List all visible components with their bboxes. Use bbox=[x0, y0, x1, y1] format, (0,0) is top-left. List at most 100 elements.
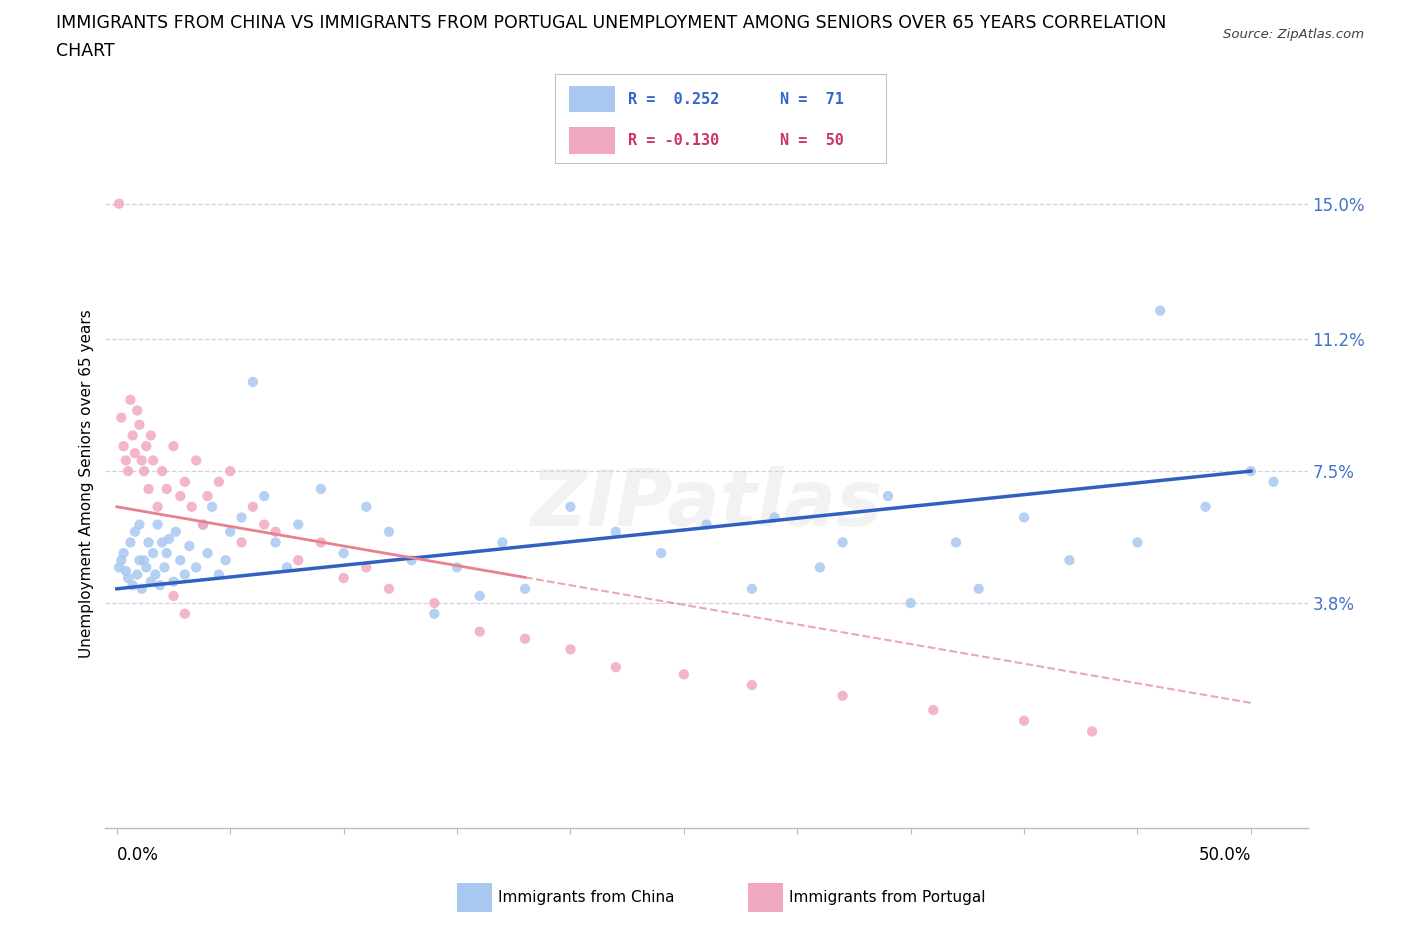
Point bbox=[124, 445, 146, 460]
Point bbox=[115, 564, 138, 578]
Point bbox=[242, 499, 264, 514]
Point bbox=[139, 574, 162, 589]
Point bbox=[127, 403, 149, 418]
Point bbox=[231, 535, 253, 550]
Text: R =  0.252: R = 0.252 bbox=[628, 92, 720, 107]
Point bbox=[922, 702, 945, 717]
Point bbox=[165, 525, 187, 539]
Point bbox=[128, 552, 150, 567]
Point bbox=[135, 560, 157, 575]
Point bbox=[110, 552, 132, 567]
Point bbox=[877, 488, 900, 503]
Point bbox=[169, 488, 191, 503]
Text: 0.0%: 0.0% bbox=[117, 845, 159, 864]
Text: CHART: CHART bbox=[56, 42, 115, 60]
Point bbox=[173, 474, 195, 489]
Point bbox=[191, 517, 214, 532]
Point bbox=[356, 560, 378, 575]
Point bbox=[162, 439, 184, 454]
Point bbox=[763, 510, 786, 525]
Point bbox=[112, 439, 135, 454]
Point bbox=[197, 488, 219, 503]
Point bbox=[356, 499, 378, 514]
Text: N =  50: N = 50 bbox=[780, 133, 844, 148]
Point bbox=[276, 560, 298, 575]
Point bbox=[208, 474, 231, 489]
Point bbox=[741, 678, 763, 693]
Point bbox=[1081, 724, 1104, 738]
Point bbox=[423, 606, 446, 621]
Text: Source: ZipAtlas.com: Source: ZipAtlas.com bbox=[1223, 28, 1364, 41]
Point bbox=[169, 552, 191, 567]
Point bbox=[173, 567, 195, 582]
Point bbox=[378, 581, 401, 596]
Point bbox=[264, 525, 287, 539]
Point bbox=[146, 517, 169, 532]
Point bbox=[332, 546, 354, 561]
Point bbox=[672, 667, 695, 682]
Point bbox=[112, 546, 135, 561]
Point bbox=[186, 453, 208, 468]
Point bbox=[468, 624, 491, 639]
Text: ZIPatlas: ZIPatlas bbox=[530, 466, 883, 542]
Point bbox=[138, 535, 160, 550]
Point bbox=[128, 517, 150, 532]
Point bbox=[142, 453, 165, 468]
Point bbox=[128, 418, 150, 432]
Point bbox=[231, 510, 253, 525]
Point bbox=[741, 581, 763, 596]
Point bbox=[153, 560, 176, 575]
Point bbox=[945, 535, 967, 550]
Point bbox=[309, 482, 332, 497]
Point bbox=[120, 535, 142, 550]
Point bbox=[378, 525, 401, 539]
Point bbox=[135, 439, 157, 454]
Point bbox=[831, 688, 853, 703]
Point bbox=[186, 560, 208, 575]
Point bbox=[1240, 464, 1263, 479]
Point bbox=[142, 546, 165, 561]
Point bbox=[121, 578, 143, 592]
Point bbox=[127, 567, 149, 582]
Point bbox=[132, 552, 155, 567]
Point bbox=[287, 517, 309, 532]
Point bbox=[1059, 552, 1081, 567]
Point bbox=[287, 552, 309, 567]
Point bbox=[132, 464, 155, 479]
Point bbox=[138, 482, 160, 497]
Point bbox=[513, 631, 536, 646]
Point bbox=[401, 552, 423, 567]
Point bbox=[180, 499, 202, 514]
Point bbox=[162, 589, 184, 604]
Point bbox=[560, 642, 582, 657]
Point bbox=[808, 560, 831, 575]
Point bbox=[131, 453, 153, 468]
Point bbox=[605, 525, 627, 539]
Point bbox=[967, 581, 990, 596]
Point bbox=[179, 538, 201, 553]
Point bbox=[131, 581, 153, 596]
Point bbox=[150, 464, 173, 479]
Point bbox=[146, 499, 169, 514]
Bar bbox=[748, 883, 783, 912]
Bar bbox=[568, 127, 614, 154]
Point bbox=[1149, 303, 1171, 318]
Point bbox=[1012, 510, 1035, 525]
Point bbox=[242, 375, 264, 390]
Point bbox=[1012, 713, 1035, 728]
Text: 50.0%: 50.0% bbox=[1198, 845, 1251, 864]
Point bbox=[110, 410, 132, 425]
Point bbox=[143, 567, 166, 582]
Point bbox=[156, 482, 179, 497]
Point bbox=[605, 659, 627, 674]
Point bbox=[108, 560, 131, 575]
Point bbox=[1194, 499, 1216, 514]
Point bbox=[219, 525, 242, 539]
Point bbox=[695, 517, 717, 532]
Point bbox=[121, 428, 143, 443]
Bar bbox=[568, 86, 614, 113]
Point bbox=[139, 428, 162, 443]
Point bbox=[423, 595, 446, 610]
Point bbox=[191, 517, 214, 532]
Point bbox=[162, 574, 184, 589]
